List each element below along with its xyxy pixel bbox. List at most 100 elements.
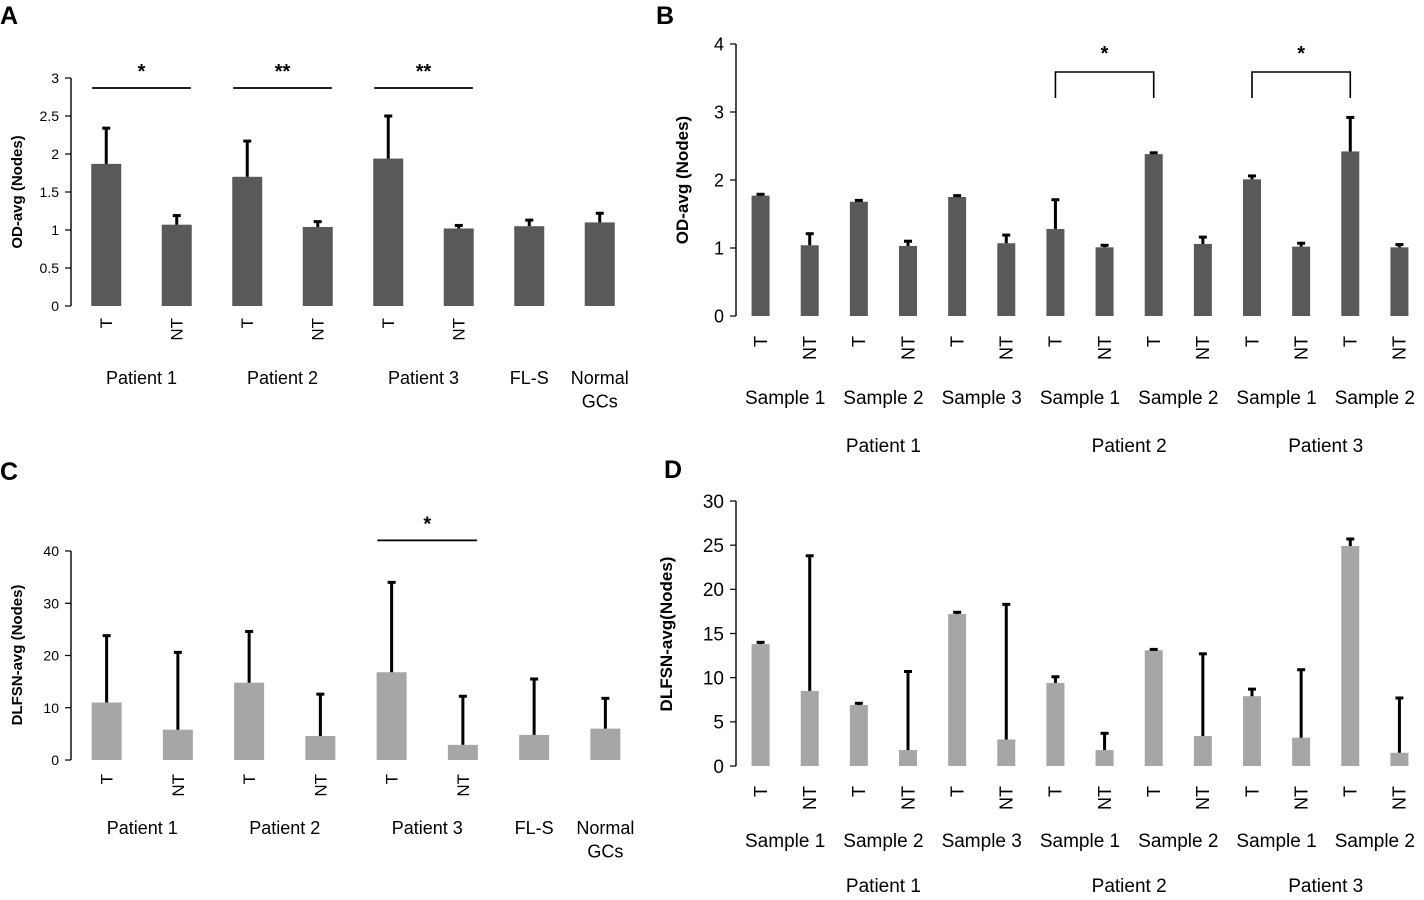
panel-a-y-tick-label: 0.5 — [40, 260, 60, 276]
panel-c-group-label: FL-S — [515, 818, 554, 838]
panel-b-bar — [800, 245, 819, 316]
panel-d-y-tick-label: 30 — [703, 492, 724, 513]
panel-b-sample-label: Sample 2 — [843, 388, 923, 409]
panel-a-y-tick-label: 2 — [51, 146, 59, 162]
panel-c: C 0 10 20 30 40 DLFSN-avg (Nodes) T NT T NT T NT Pat… — [0, 458, 634, 861]
panel-d-group-label: Patient 3 — [1288, 876, 1363, 897]
panel-c-significance-star: * — [423, 513, 431, 535]
panel-b-bar — [751, 195, 770, 316]
panel-b-category-label: NT — [1193, 336, 1213, 360]
panel-d-sample-label: Sample 1 — [1236, 831, 1316, 852]
panel-c-category-label: T — [240, 774, 259, 784]
panel-c-group-label: Patient 1 — [107, 818, 178, 838]
panel-b-letter: B — [656, 2, 674, 30]
panel-d-category-label: NT — [1291, 786, 1311, 810]
panel-d-category-label: T — [1242, 786, 1262, 797]
panel-c-y-tick-label: 40 — [43, 543, 59, 559]
panel-a-bar — [161, 224, 192, 306]
panel-a-group-label-line: Normal — [571, 368, 629, 388]
panel-c-category-label: NT — [454, 774, 473, 797]
panel-d-bar — [800, 690, 819, 766]
panel-d-bar — [899, 750, 917, 766]
panel-b-bar — [849, 201, 868, 316]
panel-d-category-label: T — [1341, 786, 1361, 797]
panel-a-bar — [232, 176, 263, 306]
panel-b-significance-star: * — [1297, 43, 1305, 65]
panel-b-y-tick-label: 0 — [714, 306, 724, 326]
panel-d-sample-label: Sample 1 — [745, 831, 825, 852]
panel-c-bar — [590, 728, 621, 760]
panel-d-bar — [849, 705, 868, 766]
panel-b-bar — [1095, 247, 1114, 316]
panel-b-category-label: T — [1144, 336, 1164, 347]
panel-a-bar — [91, 163, 122, 306]
panel-a-category-label: T — [238, 318, 257, 328]
panel-b-sample-label: Sample 2 — [1138, 388, 1218, 409]
panel-b-significance-star: * — [1101, 43, 1109, 65]
panel-a: A 0 0.5 1 1.5 2 2.5 3 OD-avg (Nodes) T NT T NT T NT Pa… — [0, 2, 629, 411]
panel-c-bar — [447, 744, 478, 760]
panel-b-group-label: Patient 1 — [846, 436, 921, 457]
panel-d-category-label: NT — [800, 786, 820, 810]
panel-c-group-label: Normal GCs — [576, 818, 634, 861]
panel-b: B 0 1 2 3 4 OD-avg (Nodes) T NT T NT T NT T NT T NT T NT T… — [656, 2, 1415, 457]
panel-b-bar — [1390, 247, 1409, 316]
panel-b-y-axis-title: OD-avg (Nodes) — [673, 116, 692, 244]
panel-a-bar — [443, 228, 474, 306]
panel-a-group-label: Patient 2 — [247, 368, 318, 388]
panel-a-bar — [584, 222, 615, 306]
panel-d-y-tick-label: 10 — [703, 669, 724, 690]
panel-c-category-label: T — [383, 774, 402, 784]
panel-c-bar — [376, 672, 407, 760]
panel-b-group-label: Patient 2 — [1092, 436, 1167, 457]
panel-b-bar — [997, 243, 1016, 316]
panel-b-sample-label: Sample 1 — [745, 388, 825, 409]
panel-d-group-label: Patient 1 — [846, 876, 921, 897]
panel-c-bar — [305, 735, 336, 760]
panel-c-y-tick-label: 20 — [43, 648, 59, 664]
panel-c-y-tick-label: 0 — [51, 752, 59, 768]
panel-b-category-label: NT — [898, 336, 918, 360]
panel-b-category-label: T — [751, 336, 771, 347]
panel-c-y-tick-label: 10 — [43, 700, 59, 716]
panel-d-y-tick-label: 0 — [713, 757, 724, 778]
panel-a-category-label: NT — [450, 318, 469, 341]
panel-b-bar — [1046, 228, 1065, 316]
panel-b-category-label: T — [1046, 336, 1066, 347]
panel-d-category-label: NT — [1390, 786, 1410, 810]
panel-b-category-label: NT — [800, 336, 820, 360]
panel-b-category-label: NT — [997, 336, 1017, 360]
panel-c-group-label-line: GCs — [587, 841, 623, 861]
panel-d-y-tick-label: 5 — [713, 713, 724, 734]
panel-a-significance-star: ** — [416, 61, 432, 83]
panel-c-group-label: Patient 2 — [249, 818, 320, 838]
panel-d-bar — [1243, 696, 1261, 766]
panel-c-bar — [234, 682, 265, 760]
panel-a-category-label: T — [379, 318, 398, 328]
panel-d-bar — [1390, 752, 1409, 766]
panel-b-category-label: NT — [1390, 336, 1410, 360]
panel-c-category-label: T — [98, 774, 117, 784]
panel-a-group-label-line: GCs — [582, 391, 618, 411]
panel-d-category-label: NT — [1095, 786, 1115, 810]
panel-b-group-label: Patient 3 — [1288, 436, 1363, 457]
panel-b-significance-bracket — [1251, 71, 1352, 98]
panel-a-significance-star: ** — [275, 61, 291, 83]
panel-b-bar — [899, 245, 917, 316]
panel-d-y-tick-label: 20 — [703, 580, 724, 601]
panel-b-category-label: T — [1242, 336, 1262, 347]
panel-a-y-tick-label: 0 — [51, 298, 59, 314]
panel-d-bar — [751, 644, 770, 766]
panel-a-category-label: NT — [309, 318, 328, 341]
panel-d-category-label: T — [849, 786, 869, 797]
panel-a-group-label: Patient 1 — [106, 368, 177, 388]
panel-a-category-label: NT — [168, 318, 187, 341]
panel-b-y-tick-label: 2 — [714, 170, 724, 190]
panel-d-category-label: NT — [1193, 786, 1213, 810]
panel-d-bar — [1095, 750, 1114, 766]
panel-d-bar — [1193, 735, 1212, 766]
panel-d-bar — [1046, 682, 1065, 766]
panel-d-y-axis-title: DLFSN-avg(Nodes) — [657, 557, 676, 712]
panel-b-category-label: T — [947, 336, 967, 347]
